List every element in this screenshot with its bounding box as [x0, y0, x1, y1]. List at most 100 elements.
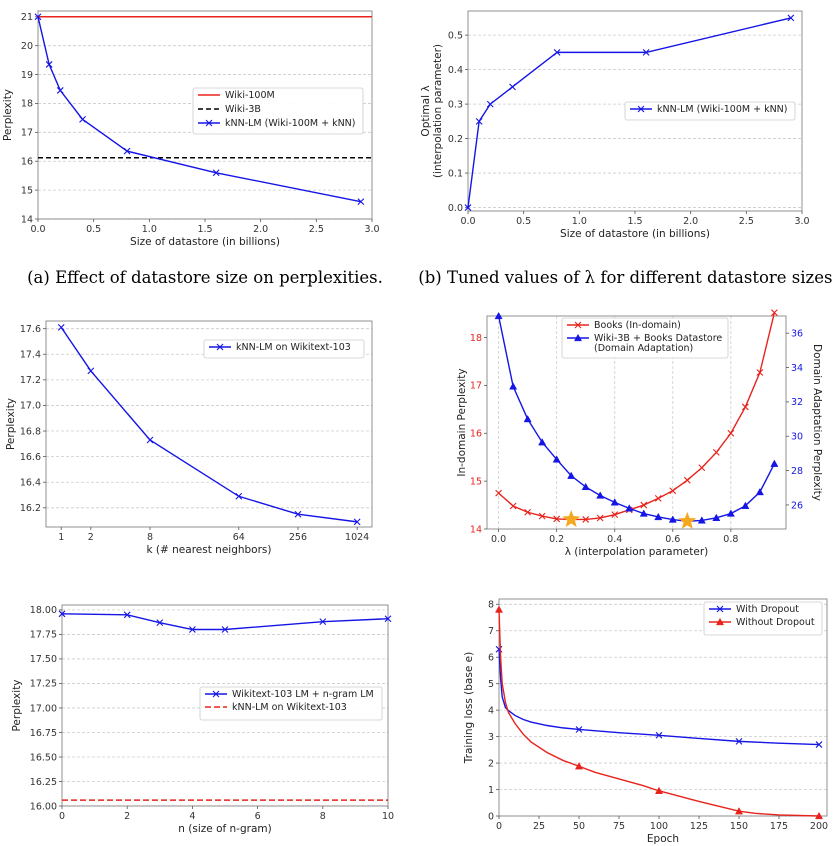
y-tick-label: 18 [470, 333, 482, 344]
legend-marker [574, 321, 582, 329]
x-tick-label: 200 [810, 821, 828, 832]
data-point [553, 515, 561, 523]
x-tick-label: 1.0 [572, 216, 587, 227]
y-right-tick-label: 30 [791, 432, 803, 443]
x-tick-label: 6 [255, 811, 261, 822]
data-point [741, 403, 749, 411]
legend-label: With Dropout [736, 604, 799, 615]
y-tick-label: 17.2 [20, 375, 41, 386]
y-tick-label: 17.50 [30, 654, 57, 665]
y-tick-label: 17.25 [30, 679, 57, 690]
data-point [741, 501, 750, 509]
data-point [815, 741, 823, 748]
x-tick-label: 0.5 [86, 224, 101, 235]
chart-p5: 0 2 4 6 8 10 16.00 16.25 16.50 16.75 17.00 17.25 17.… [11, 604, 394, 835]
data-point [735, 737, 743, 745]
x-tick-label: 75 [613, 821, 625, 832]
x-tick-label: 8 [147, 532, 153, 543]
series-Wiki-3B + Books Datastore [494, 311, 779, 525]
data-point [655, 731, 663, 739]
data-point [727, 429, 735, 437]
data-point [212, 169, 220, 177]
legend-label: kNN-LM (Wiki-100M + kNN) [225, 118, 356, 129]
x-tick-label: 2.5 [309, 224, 324, 235]
y-axis-label: In-domain Perplexity [456, 368, 468, 476]
legend-label: Wiki-3B [225, 104, 261, 115]
y-tick-label: 17.00 [30, 703, 57, 714]
data-point [596, 491, 605, 499]
data-point [87, 367, 95, 375]
y-tick-label: 4 [488, 705, 494, 716]
y-tick-label: 21 [21, 12, 33, 23]
x-axis-label: k (# nearest neighbors) [147, 544, 272, 556]
x-tick-label: 125 [690, 821, 708, 832]
data-point [235, 492, 243, 500]
data-point [770, 309, 778, 317]
data-point [611, 511, 619, 519]
y-tick-label: 17.75 [30, 630, 57, 641]
data-point [567, 471, 576, 479]
data-point [319, 618, 327, 626]
legend: Wikitext-103 LM + n-gram LM kNN-LM on Wik… [199, 686, 383, 721]
data-point [610, 498, 619, 506]
y-right-tick-label: 32 [791, 397, 803, 408]
legend-label: Wikitext-103 LM + n-gram LM [232, 689, 374, 700]
data-point [123, 611, 131, 619]
data-point [654, 494, 662, 502]
x-tick-label: 0.0 [460, 216, 475, 227]
x-tick-label: 0 [496, 821, 502, 832]
x-tick-label: 0.6 [665, 534, 680, 545]
data-point [698, 464, 706, 472]
data-point [45, 61, 53, 68]
y-right-tick-label: 34 [791, 363, 803, 374]
y-tick-label: 15 [21, 185, 33, 196]
caption-b: (b) Tuned values of λ for different data… [418, 268, 834, 287]
data-point [146, 436, 154, 444]
x-tick-label: 4 [189, 811, 195, 822]
x-tick-label: 2.0 [683, 216, 698, 227]
y-tick-label: 16.50 [30, 752, 57, 763]
data-point [34, 13, 42, 21]
series-kNN-LM (Wiki-100M + kNN) [34, 13, 365, 206]
y-tick-label: 17.0 [20, 401, 41, 412]
legend-marker [212, 690, 220, 698]
legend-marker [216, 343, 224, 351]
legend-label: kNN-LM (Wiki-100M + kNN) [657, 104, 788, 115]
data-point [654, 512, 663, 521]
data-point [156, 619, 164, 627]
x-tick-label: 1024 [345, 532, 369, 543]
y-right-tick-label: 36 [791, 328, 803, 339]
legend-box [192, 87, 364, 135]
data-point [726, 509, 735, 517]
chart-p4: 0.0 0.2 0.4 0.6 0.8 14 15 16 17 18 26 28 30 32 34 36 λ (… [456, 309, 823, 558]
x-tick-label: 0.0 [30, 224, 45, 235]
data-point [494, 311, 503, 320]
y-tick-label: 15 [470, 476, 482, 487]
y-tick-label: 0.3 [448, 99, 463, 110]
chart-p2: 0.0 0.5 1.0 1.5 2.0 2.5 3.0 0.0 0.1 0.2 0.3 0.4 0.5 S… [420, 10, 810, 240]
x-tick-label: 0 [59, 811, 65, 822]
data-point [654, 786, 664, 794]
data-point [494, 605, 504, 613]
data-point [57, 324, 65, 331]
legend-box [561, 317, 729, 359]
chart-p6: 0 25 50 75 100 125 150 175 200 0 1 2 3 4 5 6 7 8 Epoch Trai… [463, 598, 828, 845]
y-tick-label: 17 [21, 128, 33, 139]
data-point [524, 508, 532, 516]
y-tick-label: 14 [470, 524, 482, 535]
y-tick-label: 16.6 [20, 452, 41, 463]
data-point [464, 204, 472, 211]
series-line [498, 649, 820, 746]
x-tick-label: 0.2 [549, 534, 564, 545]
x-tick-label: 2.5 [739, 216, 754, 227]
x-axis-label: Epoch [647, 833, 679, 845]
optimum-star [678, 511, 697, 529]
data-point [538, 512, 546, 520]
y-right-tick-label: 26 [791, 500, 803, 511]
y-tick-label: 8 [488, 600, 494, 611]
x-tick-label: 2 [124, 811, 130, 822]
y-axis-label: Optimal λ [420, 85, 432, 136]
data-point [189, 626, 196, 633]
legend: Wiki-100M Wiki-3B kNN-LM (Wiki-100M + kNN) [192, 87, 364, 135]
data-point [509, 382, 518, 390]
